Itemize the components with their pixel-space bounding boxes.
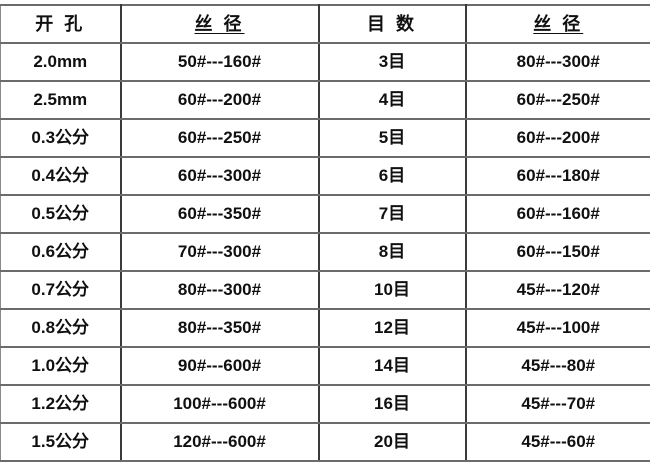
cell-aperture: 0.5公分 <box>1 195 121 233</box>
cell-aperture: 2.0mm <box>1 43 121 81</box>
cell-wire-diameter-1: 80#---300# <box>121 271 319 309</box>
cell-wire-diameter-2: 60#---150# <box>466 233 650 271</box>
header-wire-diameter-1: 丝 径 <box>121 5 319 43</box>
cell-wire-diameter-2: 45#---70# <box>466 385 650 423</box>
cell-mesh-count: 5目 <box>319 119 466 157</box>
cell-wire-diameter-1: 60#---250# <box>121 119 319 157</box>
cell-wire-diameter-2: 80#---300# <box>466 43 650 81</box>
cell-aperture: 2.5mm <box>1 81 121 119</box>
cell-aperture: 1.5公分 <box>1 423 121 461</box>
cell-aperture: 1.0公分 <box>1 347 121 385</box>
cell-aperture: 0.8公分 <box>1 309 121 347</box>
cell-wire-diameter-2: 45#---120# <box>466 271 650 309</box>
cell-mesh-count: 6目 <box>319 157 466 195</box>
header-aperture-label: 开 孔 <box>35 14 85 34</box>
table-row: 0.8公分 80#---350# 12目 45#---100# <box>1 309 650 347</box>
specification-table-container: 开 孔 丝 径 目 数 丝 径 2.0mm 50#---160# 3目 80#-… <box>0 4 650 462</box>
cell-mesh-count: 4目 <box>319 81 466 119</box>
cell-mesh-count: 14目 <box>319 347 466 385</box>
header-wire-diameter-2: 丝 径 <box>466 5 650 43</box>
cell-wire-diameter-1: 60#---300# <box>121 157 319 195</box>
table-row: 2.0mm 50#---160# 3目 80#---300# <box>1 43 650 81</box>
table-row: 0.3公分 60#---250# 5目 60#---200# <box>1 119 650 157</box>
wire-mesh-specification-table: 开 孔 丝 径 目 数 丝 径 2.0mm 50#---160# 3目 80#-… <box>0 4 650 462</box>
table-body: 2.0mm 50#---160# 3目 80#---300# 2.5mm 60#… <box>1 43 650 461</box>
cell-mesh-count: 12目 <box>319 309 466 347</box>
cell-wire-diameter-1: 50#---160# <box>121 43 319 81</box>
table-row: 1.0公分 90#---600# 14目 45#---80# <box>1 347 650 385</box>
cell-wire-diameter-2: 45#---100# <box>466 309 650 347</box>
cell-wire-diameter-1: 80#---350# <box>121 309 319 347</box>
cell-wire-diameter-2: 60#---200# <box>466 119 650 157</box>
cell-wire-diameter-2: 60#---180# <box>466 157 650 195</box>
cell-wire-diameter-1: 90#---600# <box>121 347 319 385</box>
cell-aperture: 0.7公分 <box>1 271 121 309</box>
table-row: 0.7公分 80#---300# 10目 45#---120# <box>1 271 650 309</box>
cell-aperture: 1.2公分 <box>1 385 121 423</box>
table-row: 0.4公分 60#---300# 6目 60#---180# <box>1 157 650 195</box>
cell-wire-diameter-2: 45#---60# <box>466 423 650 461</box>
cell-aperture: 0.3公分 <box>1 119 121 157</box>
cell-aperture: 0.4公分 <box>1 157 121 195</box>
table-row: 2.5mm 60#---200# 4目 60#---250# <box>1 81 650 119</box>
cell-wire-diameter-2: 60#---160# <box>466 195 650 233</box>
cell-mesh-count: 7目 <box>319 195 466 233</box>
cell-mesh-count: 3目 <box>319 43 466 81</box>
cell-wire-diameter-1: 60#---200# <box>121 81 319 119</box>
cell-mesh-count: 10目 <box>319 271 466 309</box>
cell-mesh-count: 8目 <box>319 233 466 271</box>
table-row: 0.6公分 70#---300# 8目 60#---150# <box>1 233 650 271</box>
header-aperture: 开 孔 <box>1 5 121 43</box>
header-wire-diameter-1-label: 丝 径 <box>194 14 244 34</box>
table-header: 开 孔 丝 径 目 数 丝 径 <box>1 5 650 43</box>
cell-wire-diameter-2: 60#---250# <box>466 81 650 119</box>
cell-wire-diameter-1: 70#---300# <box>121 233 319 271</box>
table-row: 1.2公分 100#---600# 16目 45#---70# <box>1 385 650 423</box>
header-mesh-count: 目 数 <box>319 5 466 43</box>
cell-wire-diameter-1: 120#---600# <box>121 423 319 461</box>
cell-wire-diameter-1: 60#---350# <box>121 195 319 233</box>
cell-wire-diameter-1: 100#---600# <box>121 385 319 423</box>
header-mesh-count-label: 目 数 <box>367 14 417 34</box>
cell-mesh-count: 16目 <box>319 385 466 423</box>
cell-aperture: 0.6公分 <box>1 233 121 271</box>
cell-mesh-count: 20目 <box>319 423 466 461</box>
table-header-row: 开 孔 丝 径 目 数 丝 径 <box>1 5 650 43</box>
table-row: 0.5公分 60#---350# 7目 60#---160# <box>1 195 650 233</box>
header-wire-diameter-2-label: 丝 径 <box>533 14 583 34</box>
table-row: 1.5公分 120#---600# 20目 45#---60# <box>1 423 650 461</box>
cell-wire-diameter-2: 45#---80# <box>466 347 650 385</box>
